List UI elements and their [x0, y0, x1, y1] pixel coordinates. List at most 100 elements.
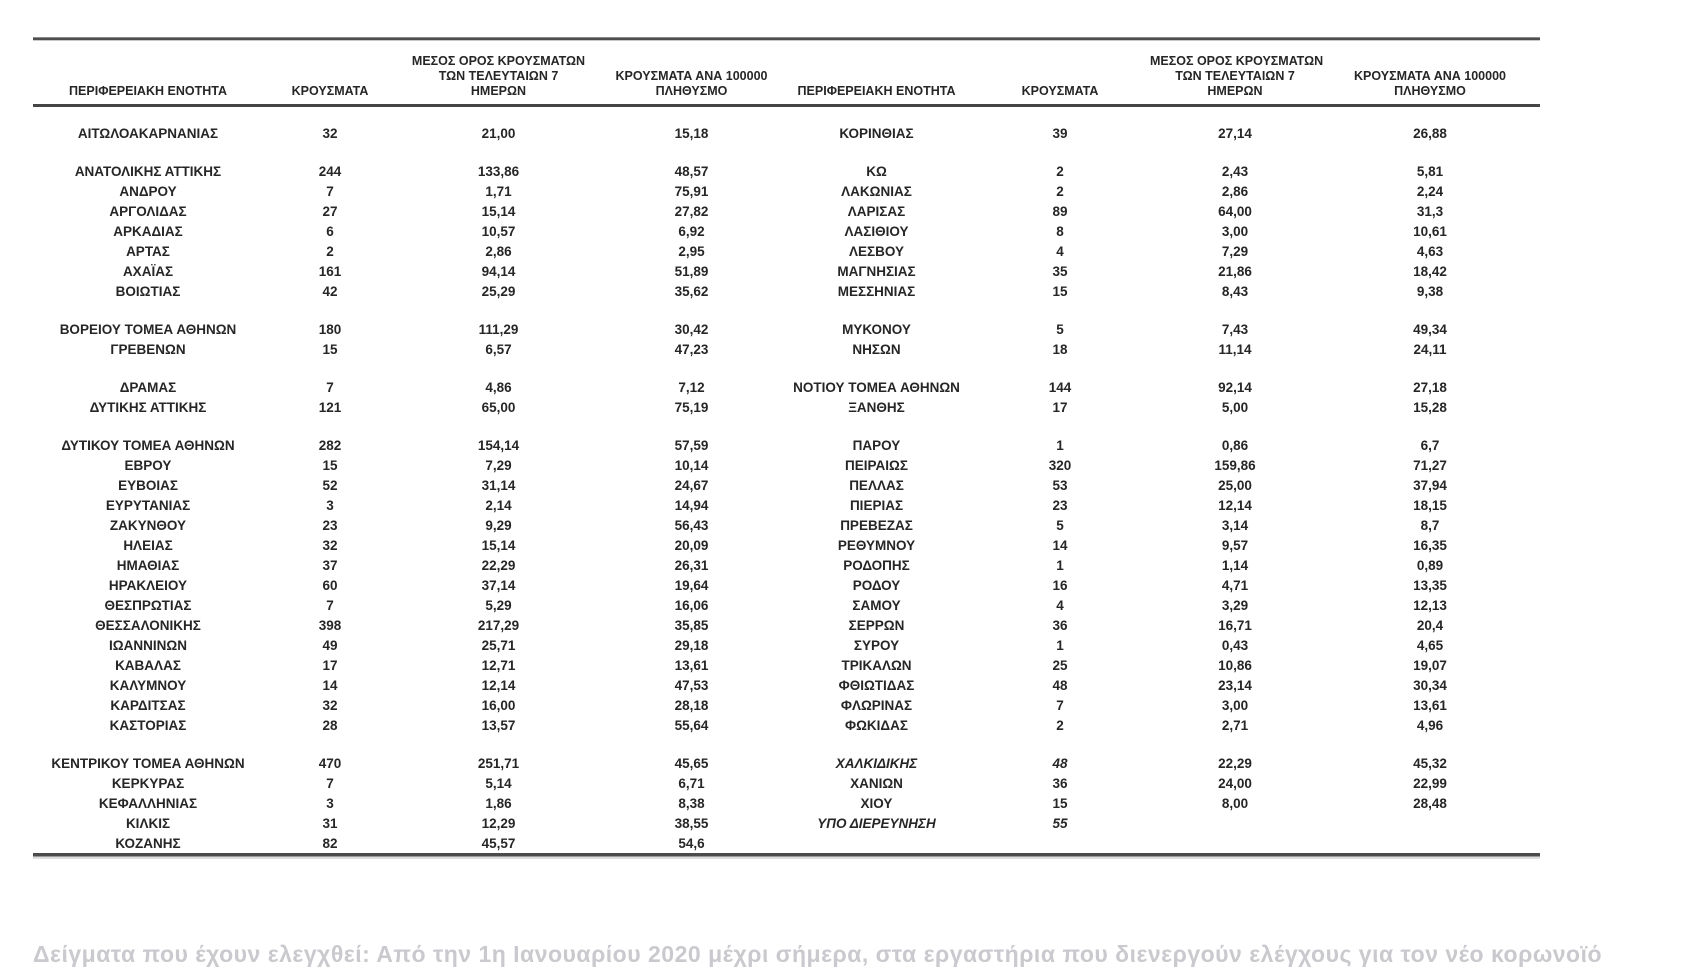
- avg7-cell: 8,43: [1221, 283, 1249, 299]
- cases-cell: 31: [322, 815, 338, 831]
- region-cell: ΜΑΓΝΗΣΙΑΣ: [837, 263, 916, 279]
- avg7-cell: 3,14: [1221, 517, 1249, 533]
- cases-cell: 3: [326, 795, 334, 811]
- per100k-cell: 47,23: [674, 341, 709, 357]
- per100k-cell: 57,59: [674, 437, 709, 453]
- table-header: ΠΕΡΙΦΕΡΕΙΑΚΗ ΕΝΟΤΗΤΑ ΚΡΟΥΣΜΑΤΑ ΜΕΣΟΣ ΟΡΟ…: [33, 41, 1540, 107]
- table-row: ΑΡΤΑΣ 2 2,86 2,95 ΛΕΣΒΟΥ 4 7,29 4,63: [33, 241, 1540, 261]
- region-cell: ΧΙΟΥ: [860, 795, 893, 811]
- avg7-cell: 9,29: [485, 517, 512, 533]
- region-cell: ΦΛΩΡΙΝΑΣ: [840, 697, 913, 713]
- per100k-cell: 2,95: [678, 243, 705, 259]
- table-row: ΑΡΚΑΔΙΑΣ 6 10,57 6,92 ΛΑΣΙΘΙΟΥ 8 3,00 10,61: [33, 221, 1540, 241]
- cases-cell: 32: [322, 697, 338, 713]
- per100k-cell: [1320, 813, 1540, 833]
- per100k-cell: 16,35: [1413, 537, 1447, 553]
- per100k-cell: 24,11: [1413, 341, 1447, 357]
- table-row: ΔΥΤΙΚΗΣ ΑΤΤΙΚΗΣ 121 65,00 75,19 ΞΑΝΘΗΣ 17 5,00…: [33, 397, 1540, 417]
- region-cell: ΛΑΡΙΣΑΣ: [847, 203, 906, 219]
- table-row: ΗΜΑΘΙΑΣ 37 22,29 26,31 ΡΟΔΟΠΗΣ 1 1,14 0,89: [33, 555, 1540, 575]
- per100k-cell: 19,07: [1413, 657, 1447, 673]
- cases-cell: 16: [1052, 577, 1068, 593]
- avg7-cell: 13,57: [481, 717, 516, 733]
- header-avg7-line2: ΤΩΝ ΤΕΛΕΥΤΑΙΩΝ 7: [438, 69, 559, 83]
- region-cell: ΠΕΙΡΑΙΩΣ: [845, 457, 908, 473]
- avg7-cell: 15,14: [481, 203, 516, 219]
- region-cell: ΦΩΚΙΔΑΣ: [845, 717, 908, 733]
- avg7-cell: 7,29: [1221, 243, 1249, 259]
- header-row: ΠΕΡΙΦΕΡΕΙΑΚΗ ΕΝΟΤΗΤΑ ΚΡΟΥΣΜΑΤΑ ΜΕΣΟΣ ΟΡΟ…: [33, 41, 1540, 107]
- per100k-cell: 18,15: [1413, 497, 1447, 513]
- per100k-cell: 20,4: [1416, 617, 1444, 633]
- cases-cell: 5: [1056, 321, 1064, 337]
- region-cell: ΔΥΤΙΚΗΣ ΑΤΤΙΚΗΣ: [89, 399, 207, 415]
- region-cell: ΑΝΔΡΟΥ: [119, 183, 177, 199]
- avg7-cell: 5,00: [1221, 399, 1249, 415]
- avg7-cell: 4,86: [485, 379, 512, 395]
- cases-cell: 27: [322, 203, 338, 219]
- per100k-cell: [1320, 833, 1540, 853]
- cases-cell: 2: [326, 243, 334, 259]
- region-cell: ΡΕΘΥΜΝΟΥ: [837, 537, 916, 553]
- region-cell: ΘΕΣΣΑΛΟΝΙΚΗΣ: [95, 617, 201, 633]
- cases-cell: 48: [1052, 755, 1068, 771]
- per100k-cell: 48,57: [674, 163, 709, 179]
- per100k-cell: 30,42: [674, 321, 709, 337]
- per100k-cell: 10,61: [1413, 223, 1447, 239]
- region-cell: ΑΧΑΪΑΣ: [122, 263, 174, 279]
- region-cell: ΝΟΤΙΟΥ ΤΟΜΕΑ ΑΘΗΝΩΝ: [793, 379, 960, 395]
- cases-cell: 23: [1052, 497, 1068, 513]
- table-row: ΕΥΒΟΙΑΣ 52 31,14 24,67 ΠΕΛΛΑΣ 53 25,00 37,94: [33, 475, 1540, 495]
- cases-cell: 35: [1052, 263, 1068, 279]
- header-cases-label: ΚΡΟΥΣΜΑΤΑ: [1021, 84, 1099, 98]
- table-row: ΗΡΑΚΛΕΙΟΥ 60 37,14 19,64 ΡΟΔΟΥ 16 4,71 13,35: [33, 575, 1540, 595]
- region-cell: ΣΑΜΟΥ: [852, 597, 901, 613]
- header-region-label: ΠΕΡΙΦΕΡΕΙΑΚΗ ΕΝΟΤΗΤΑ: [797, 84, 956, 98]
- per100k-cell: 29,18: [674, 637, 709, 653]
- avg7-cell: 10,86: [1218, 657, 1252, 673]
- group-spacer: [33, 301, 1540, 319]
- region-cell: ΥΠΟ ΔΙΕΡΕΥΝΗΣΗ: [817, 815, 936, 831]
- avg7-cell: 23,14: [1218, 677, 1252, 693]
- per100k-cell: 4,65: [1416, 637, 1444, 653]
- cases-cell: 53: [1052, 477, 1068, 493]
- avg7-cell: 3,00: [1221, 223, 1249, 239]
- header-gap-spacer: [33, 105, 1540, 123]
- per100k-cell: 16,06: [674, 597, 709, 613]
- avg7-cell: 217,29: [477, 617, 520, 633]
- table-row: ΒΟΙΩΤΙΑΣ 42 25,29 35,62 ΜΕΣΣΗΝΙΑΣ 15 8,43 9,38: [33, 281, 1540, 301]
- table-row: ΕΒΡΟΥ 15 7,29 10,14 ΠΕΙΡΑΙΩΣ 320 159,86 71,27: [33, 455, 1540, 475]
- avg7-cell: 133,86: [477, 163, 520, 179]
- per100k-cell: 6,7: [1420, 437, 1440, 453]
- region-cell: ΜΥΚΟΝΟΥ: [842, 321, 911, 337]
- avg7-cell: 154,14: [477, 437, 520, 453]
- cases-cell: 121: [318, 399, 342, 415]
- cases-cell: 7: [326, 597, 334, 613]
- cases-cell: 14: [322, 677, 338, 693]
- avg7-cell: 11,14: [1218, 341, 1252, 357]
- region-cell: ΠΡΕΒΕΖΑΣ: [840, 517, 913, 533]
- avg7-cell: 27,14: [1218, 125, 1252, 141]
- table-top-rule: [33, 37, 1540, 41]
- cases-cell: 48: [1052, 677, 1068, 693]
- region-cell: ΔΥΤΙΚΟΥ ΤΟΜΕΑ ΑΘΗΝΩΝ: [61, 437, 235, 453]
- avg7-cell: 0,43: [1221, 637, 1249, 653]
- region-cell: ΜΕΣΣΗΝΙΑΣ: [837, 283, 916, 299]
- region-cell: ΚΕΦΑΛΛΗΝΙΑΣ: [98, 795, 198, 811]
- per100k-cell: 45,65: [674, 755, 709, 771]
- avg7-cell: 2,86: [485, 243, 512, 259]
- region-cell: ΕΥΒΟΙΑΣ: [118, 477, 178, 493]
- avg7-cell: 24,00: [1218, 775, 1252, 791]
- avg7-cell: 25,71: [481, 637, 516, 653]
- avg7-cell: 10,57: [481, 223, 516, 239]
- per100k-cell: 7,12: [678, 379, 705, 395]
- cases-cell: 7: [326, 775, 334, 791]
- cases-cell: 1: [1056, 637, 1064, 653]
- cases-cell: 89: [1052, 203, 1068, 219]
- cases-cell: 36: [1052, 617, 1068, 633]
- avg7-cell: 12,14: [481, 677, 516, 693]
- region-cell: ΕΒΡΟΥ: [124, 457, 172, 473]
- cases-cell: 5: [1056, 517, 1064, 533]
- region-cell: ΡΟΔΟΥ: [852, 577, 901, 593]
- cases-cell: 180: [318, 321, 342, 337]
